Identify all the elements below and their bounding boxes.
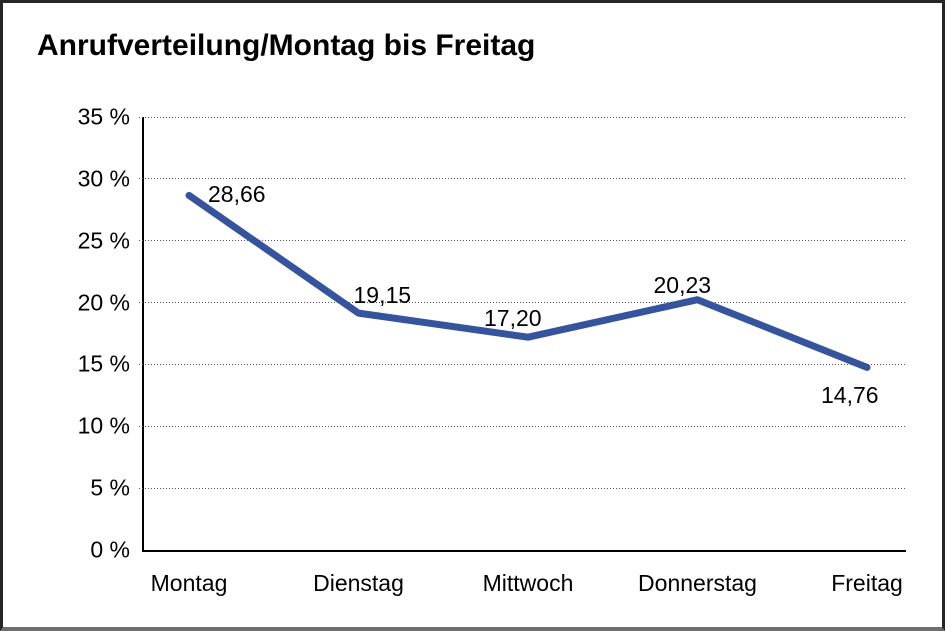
x-tick-label: Montag bbox=[150, 570, 228, 596]
point-value-label: 28,66 bbox=[208, 181, 266, 208]
gridline bbox=[139, 363, 906, 365]
x-tick-label: Dienstag bbox=[313, 570, 404, 596]
chart-title: Anrufverteilung/Montag bis Freitag bbox=[37, 29, 536, 62]
point-value-label: 19,15 bbox=[353, 282, 412, 309]
y-tick-label: 0 % bbox=[90, 536, 130, 563]
y-tick-label: 20 % bbox=[77, 289, 130, 316]
gridline bbox=[139, 116, 906, 118]
data-line bbox=[185, 191, 871, 371]
y-tick-label: 35 % bbox=[77, 103, 130, 130]
y-tick-label: 10 % bbox=[77, 412, 130, 439]
x-tick-label: Donnerstag bbox=[638, 570, 757, 596]
point-value-label: 14,76 bbox=[821, 382, 879, 409]
plot-area: 28,66 19,15 17,20 20,23 14,76 bbox=[139, 116, 906, 552]
point-value-label: 20,23 bbox=[653, 271, 712, 298]
y-tick-label: 5 % bbox=[90, 474, 130, 501]
x-tick-label: Mittwoch bbox=[482, 570, 574, 596]
y-tick-label: 25 % bbox=[77, 227, 130, 254]
point-value-label: 17,20 bbox=[484, 305, 542, 332]
y-tick-label: 30 % bbox=[77, 165, 130, 192]
x-tick-label: Freitag bbox=[831, 570, 903, 596]
gridline bbox=[139, 425, 906, 427]
gridline bbox=[139, 178, 906, 180]
gridline bbox=[139, 487, 906, 489]
gridline bbox=[139, 302, 906, 304]
gridline bbox=[139, 240, 906, 242]
line-series-svg bbox=[185, 191, 871, 371]
y-tick-label: 15 % bbox=[77, 350, 130, 377]
